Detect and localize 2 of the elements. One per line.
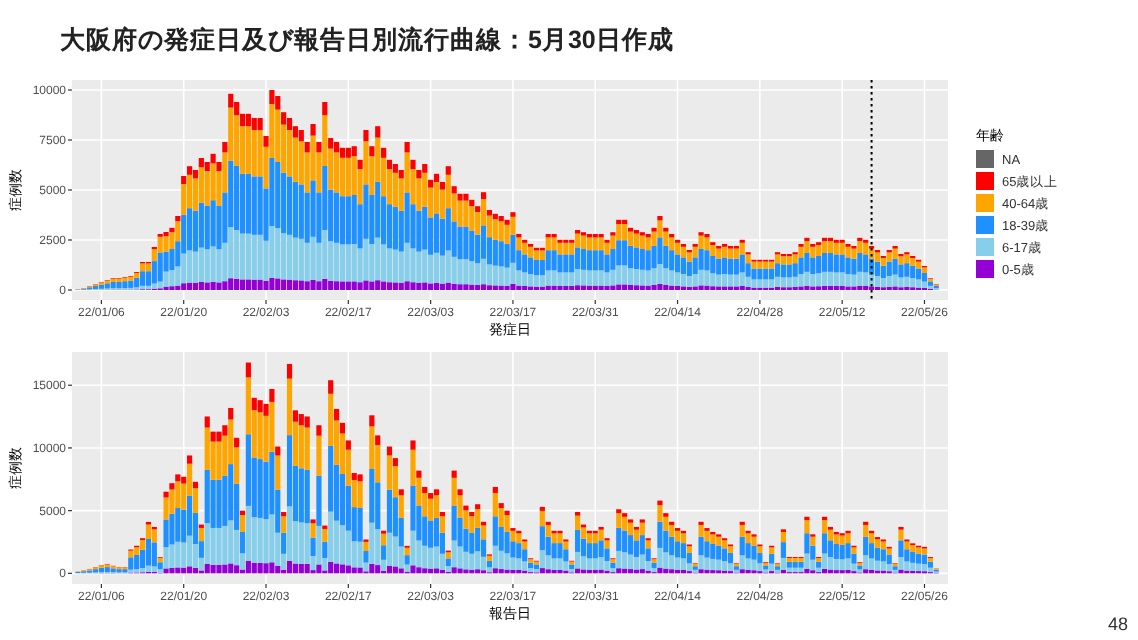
text: 48 <box>1107 614 1128 634</box>
chart-title: 大阪府の発症日及び報告日別流行曲線：5月30日作成 <box>60 24 674 54</box>
